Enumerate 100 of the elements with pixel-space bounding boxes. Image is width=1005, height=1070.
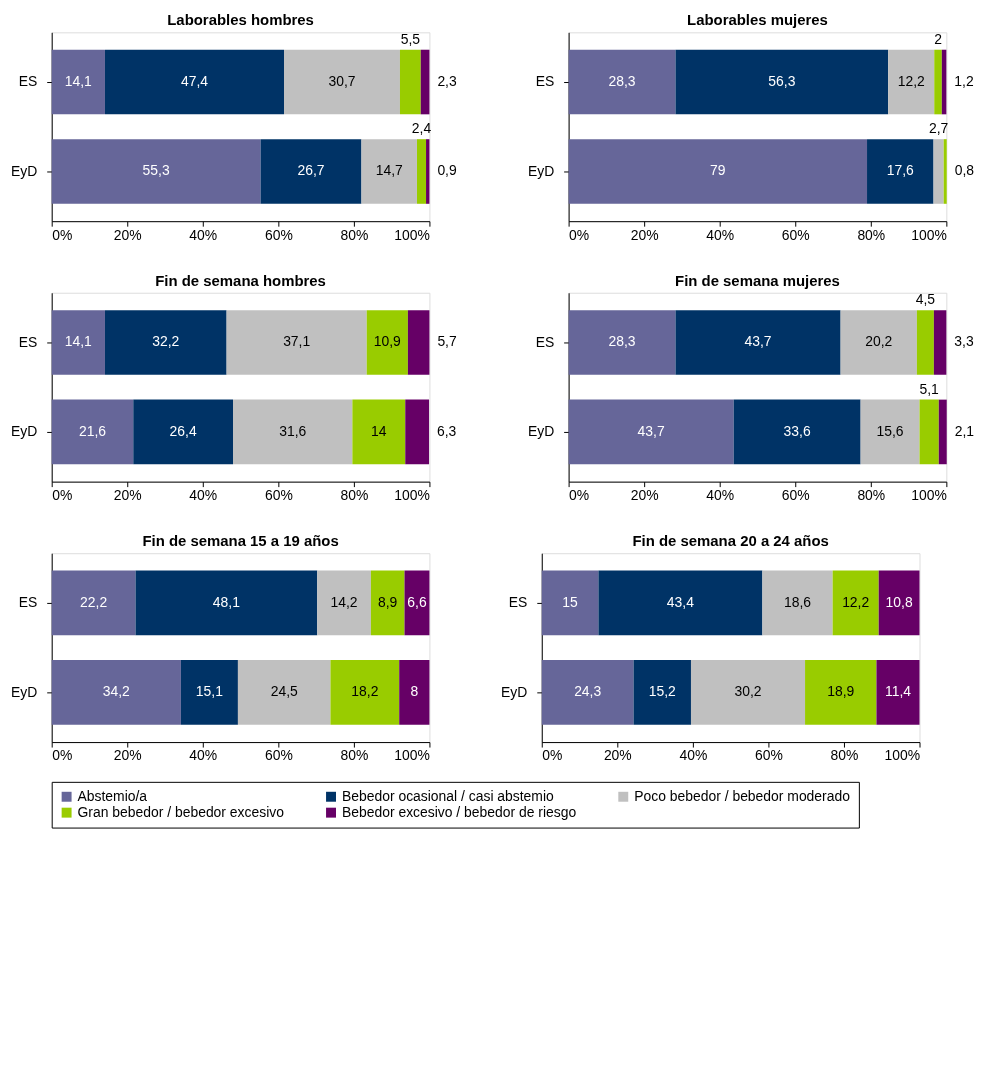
data-label: 14 <box>371 422 387 439</box>
data-label: 43,7 <box>637 422 665 439</box>
x-tick-label: 80% <box>340 226 369 243</box>
y-tick-label: EyD <box>11 162 38 179</box>
x-tick-label: 0% <box>569 487 590 504</box>
chart-title: Fin de semana mujeres <box>675 272 840 289</box>
x-tick-label: 60% <box>264 747 293 764</box>
data-label: 5,7 <box>437 333 457 350</box>
data-label: 24,5 <box>270 683 298 700</box>
chart-title: Fin de semana 20 a 24 años <box>632 533 829 550</box>
data-label: 14,7 <box>375 162 403 179</box>
y-tick-label: EyD <box>11 423 38 440</box>
y-tick-label: EyD <box>501 683 528 700</box>
x-tick-label: 80% <box>830 747 859 764</box>
chart-title: Fin de semana hombres <box>155 272 326 289</box>
legend-label: Poco bebedor / bebedor moderado <box>634 787 851 804</box>
chart-title: Laborables hombres <box>167 12 314 29</box>
data-label: 47,4 <box>180 73 209 89</box>
x-tick-label: 80% <box>340 747 369 764</box>
x-tick-label: 40% <box>679 747 708 764</box>
data-label: 30,2 <box>734 683 762 700</box>
chart-title: Fin de semana 15 a 19 años <box>142 533 339 550</box>
x-tick-label: 40% <box>189 747 218 764</box>
data-label: 14,1 <box>64 333 93 350</box>
data-label: 26,4 <box>169 422 197 439</box>
data-label: 37,1 <box>283 333 311 350</box>
y-tick-label: ES <box>18 594 38 611</box>
x-tick-label: 80% <box>857 487 886 504</box>
legend-label: Bebedor excesivo / bebedor de riesgo <box>341 803 577 820</box>
x-tick-label: 60% <box>781 487 810 504</box>
data-label: 79 <box>710 162 726 179</box>
x-tick-label: 40% <box>189 226 218 243</box>
data-label: 32,2 <box>152 333 180 350</box>
x-tick-label: 20% <box>603 747 632 764</box>
data-label: 8,9 <box>378 593 398 610</box>
y-tick-label: ES <box>508 594 528 611</box>
data-label: 11,4 <box>884 683 912 700</box>
data-label: 28,3 <box>608 73 636 89</box>
data-label: 0,8 <box>954 162 975 179</box>
y-tick-label: ES <box>535 333 555 350</box>
data-label: 5,5 <box>400 30 421 47</box>
data-label: 2,7 <box>928 120 949 137</box>
x-tick-label: 80% <box>340 487 369 504</box>
y-tick-label: ES <box>18 333 38 350</box>
data-label: 12,2 <box>897 73 926 89</box>
x-tick-label: 100% <box>394 487 430 504</box>
data-label: 21,6 <box>78 422 107 439</box>
x-tick-label: 0% <box>52 747 73 764</box>
x-tick-label: 100% <box>394 226 430 243</box>
y-tick-label: EyD <box>527 423 555 440</box>
x-tick-label: 20% <box>113 487 142 504</box>
data-label: 34,2 <box>102 683 131 700</box>
data-label: 18,2 <box>351 683 379 700</box>
x-tick-label: 20% <box>630 487 659 504</box>
data-label: 43,7 <box>744 333 772 350</box>
legend-label: Gran bebedor / bebedor excesivo <box>77 803 285 820</box>
x-tick-label: 80% <box>857 226 886 243</box>
data-label: 33,6 <box>783 422 811 439</box>
data-label: 2,4 <box>411 120 432 137</box>
x-tick-label: 0% <box>52 226 73 243</box>
data-label: 26,7 <box>297 162 325 179</box>
data-label: 10,9 <box>373 333 402 350</box>
x-tick-label: 20% <box>113 226 142 243</box>
data-label: 3,3 <box>954 333 974 350</box>
x-tick-label: 0% <box>569 226 590 243</box>
x-tick-label: 40% <box>189 487 218 504</box>
data-label: 2,3 <box>437 73 457 89</box>
legend-label: Abstemio/a <box>77 787 148 804</box>
data-label: 22,2 <box>80 593 108 610</box>
x-tick-label: 100% <box>911 226 947 243</box>
data-label: 31,6 <box>279 422 307 439</box>
data-label: 15 <box>562 593 579 610</box>
data-label: 18,9 <box>827 683 855 700</box>
legend-label: Bebedor ocasional / casi abstemio <box>341 787 555 804</box>
x-tick-label: 40% <box>706 226 735 243</box>
data-label: 14,2 <box>330 593 358 610</box>
data-label: 20,2 <box>865 333 893 350</box>
data-label: 17,6 <box>886 162 915 179</box>
data-label: 2,1 <box>954 422 975 439</box>
data-label: 14,1 <box>64 73 93 89</box>
data-label: 8 <box>410 683 419 700</box>
data-label: 24,3 <box>574 683 602 700</box>
data-label: 0,9 <box>437 162 457 179</box>
y-tick-label: ES <box>535 73 555 90</box>
data-label: 2 <box>934 30 943 47</box>
data-label: 4,5 <box>915 291 936 308</box>
x-tick-label: 60% <box>781 226 810 243</box>
chart-title: Laborables mujeres <box>687 12 828 29</box>
data-label: 1,2 <box>954 73 974 89</box>
data-label: 56,3 <box>768 73 796 89</box>
data-label: 55,3 <box>142 162 170 179</box>
data-label: 48,1 <box>212 593 241 610</box>
data-label: 18,6 <box>783 593 812 610</box>
y-tick-label: EyD <box>527 162 555 179</box>
data-label: 6,6 <box>407 593 427 610</box>
y-tick-label: EyD <box>11 683 38 700</box>
data-label: 12,2 <box>842 593 870 610</box>
x-tick-label: 60% <box>754 747 783 764</box>
data-label: 5,1 <box>919 380 940 397</box>
x-tick-label: 100% <box>911 487 947 504</box>
